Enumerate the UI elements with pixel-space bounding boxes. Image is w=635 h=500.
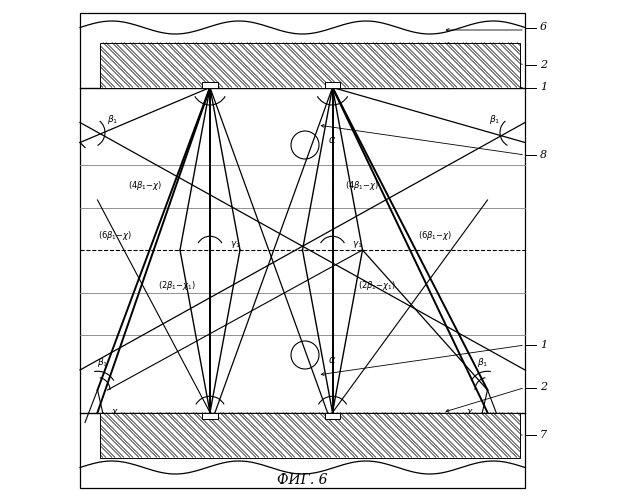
Text: 6: 6: [540, 22, 547, 32]
Text: $(4\beta_1{-}\chi)$: $(4\beta_1{-}\chi)$: [128, 178, 162, 192]
Polygon shape: [100, 412, 520, 458]
Text: $\alpha$: $\alpha$: [328, 135, 337, 145]
Text: $(2\beta_1{-}\chi_1)$: $(2\beta_1{-}\chi_1)$: [158, 278, 197, 291]
Text: $(4\beta_1{-}\chi)$: $(4\beta_1{-}\chi)$: [345, 178, 380, 192]
Text: $\chi$: $\chi$: [111, 407, 119, 418]
Text: $\beta_1$: $\beta_1$: [107, 114, 118, 126]
Text: 8: 8: [540, 150, 547, 160]
Text: $\varphi$: $\varphi$: [328, 432, 337, 443]
Text: $\beta_1$: $\beta_1$: [97, 356, 108, 369]
Polygon shape: [80, 12, 525, 488]
Text: $\beta_1$: $\beta_1$: [309, 68, 321, 82]
Text: $\chi$: $\chi$: [466, 407, 474, 418]
Text: 7: 7: [540, 430, 547, 440]
Polygon shape: [203, 82, 218, 87]
Text: ФИГ. 6: ФИГ. 6: [277, 473, 328, 487]
Text: $\beta_1$: $\beta_1$: [224, 68, 236, 82]
Text: $\varphi$: $\varphi$: [206, 432, 214, 443]
Text: 2: 2: [540, 60, 547, 70]
Text: 1: 1: [540, 82, 547, 92]
Text: 1: 1: [540, 340, 547, 350]
Text: $\gamma_1$: $\gamma_1$: [230, 240, 241, 250]
Polygon shape: [325, 82, 340, 87]
Text: $\gamma_1$: $\gamma_1$: [352, 240, 363, 250]
Text: $(6\beta_1{-}\chi)$: $(6\beta_1{-}\chi)$: [98, 228, 132, 241]
Text: 2: 2: [540, 382, 547, 392]
Polygon shape: [325, 412, 340, 418]
Text: $\alpha$: $\alpha$: [328, 355, 337, 365]
Text: $(2\beta_1{-}\chi_1)$: $(2\beta_1{-}\chi_1)$: [358, 278, 397, 291]
Polygon shape: [100, 42, 520, 88]
Text: $\beta_1$: $\beta_1$: [490, 114, 500, 126]
Polygon shape: [203, 412, 218, 418]
Text: $\beta_1$: $\beta_1$: [477, 356, 488, 369]
Text: $(6\beta_1{-}\chi)$: $(6\beta_1{-}\chi)$: [418, 228, 452, 241]
Text: $\beta_1$: $\beta_1$: [187, 68, 198, 82]
Text: $\beta_1$: $\beta_1$: [347, 68, 358, 82]
